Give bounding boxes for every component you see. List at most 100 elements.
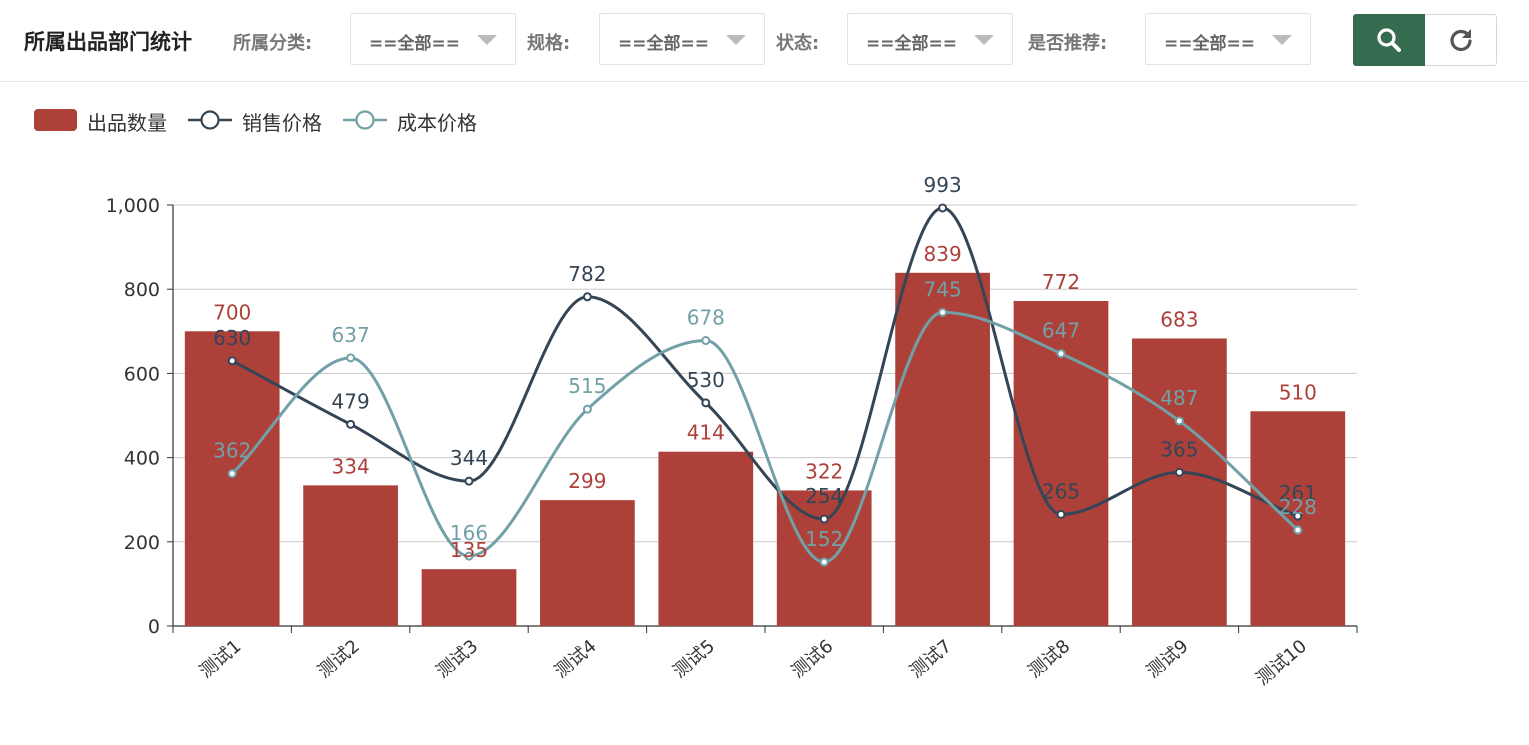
line-data-label: 344	[450, 446, 488, 470]
x-tick-label: 测试3	[432, 636, 482, 683]
legend-item-quantity[interactable]: 出品数量	[33, 104, 183, 135]
bar-data-label: 322	[805, 459, 843, 483]
line-data-label: 515	[568, 374, 606, 398]
bar-data-label: 414	[687, 421, 725, 445]
x-tick-label: 测试2	[314, 636, 364, 683]
filter-toolbar: 所属出品部门统计 所属分类: ==全部== 规格: ==全部== 状态: ==全…	[0, 0, 1529, 82]
spec-select-value: ==全部==	[618, 34, 709, 54]
recommend-select-value: ==全部==	[1164, 34, 1255, 54]
bar	[184, 331, 280, 626]
data-point	[1293, 511, 1303, 521]
chevron-down-icon	[726, 35, 746, 45]
category-select[interactable]: ==全部==	[350, 13, 516, 65]
line-data-label: 678	[687, 306, 725, 330]
x-tick-label: 测试1	[196, 636, 246, 683]
y-tick-label: 1,000	[106, 195, 160, 217]
status-filter-label: 状态:	[776, 33, 820, 54]
bar	[303, 485, 398, 626]
bar-data-label: 510	[1279, 380, 1317, 404]
bar-data-label: 299	[568, 469, 606, 493]
bar-data-label: 772	[1042, 270, 1080, 294]
data-point	[227, 356, 237, 366]
bar	[421, 569, 517, 626]
bar	[895, 272, 990, 626]
line-series	[231, 310, 1299, 564]
x-tick-label: 测试9	[1143, 636, 1193, 683]
data-point	[701, 398, 711, 408]
y-tick-label: 0	[148, 616, 160, 638]
line-data-label: 365	[1160, 437, 1198, 461]
data-point	[346, 353, 356, 363]
bar	[1132, 338, 1227, 626]
line-data-label: 479	[332, 389, 370, 413]
page-title: 所属出品部门统计	[24, 30, 192, 54]
x-tick-label: 测试5	[669, 636, 719, 683]
y-tick-label: 200	[124, 532, 160, 554]
status-select[interactable]: ==全部==	[847, 13, 1013, 65]
data-point	[701, 336, 711, 346]
x-tick-label: 测试8	[1024, 636, 1074, 683]
data-point	[819, 514, 829, 524]
x-tick-label: 测试4	[551, 636, 601, 683]
x-tick-label: 测试6	[788, 636, 838, 683]
data-point	[1293, 525, 1303, 535]
legend-item-cost-price[interactable]: 成本价格	[343, 104, 493, 135]
chevron-down-icon	[1272, 35, 1292, 45]
bar	[540, 500, 635, 626]
category-filter-label: 所属分类:	[233, 33, 313, 54]
refresh-button[interactable]	[1425, 14, 1497, 66]
legend-item-sale-price[interactable]: 销售价格	[188, 104, 338, 135]
bar-swatch-icon	[34, 109, 77, 131]
data-point	[938, 203, 948, 213]
data-point	[1174, 467, 1184, 477]
line-data-label: 530	[687, 368, 725, 392]
data-point	[1056, 349, 1066, 359]
chevron-down-icon	[974, 35, 994, 45]
x-tick-label: 测试7	[906, 636, 956, 683]
line-data-label: 487	[1160, 386, 1198, 410]
bar-data-label: 135	[450, 538, 488, 562]
line-data-label: 261	[1279, 481, 1317, 505]
line-data-label: 647	[1042, 319, 1080, 343]
bar-data-label: 839	[924, 242, 962, 266]
line-data-label: 265	[1042, 479, 1080, 503]
recommend-select[interactable]: ==全部==	[1145, 13, 1311, 65]
data-point	[1174, 416, 1184, 426]
chevron-down-icon	[477, 35, 497, 45]
search-button[interactable]	[1353, 14, 1425, 66]
line-data-label: 254	[805, 484, 843, 508]
spec-select[interactable]: ==全部==	[599, 13, 765, 65]
data-point	[938, 307, 948, 317]
bar	[658, 451, 754, 626]
line-data-label: 228	[1279, 495, 1317, 519]
y-tick-label: 400	[124, 448, 160, 470]
refresh-icon	[1449, 29, 1472, 52]
line-data-label: 745	[924, 277, 962, 301]
data-point	[819, 557, 829, 567]
line-swatch-icon	[343, 110, 387, 130]
recommend-filter-label: 是否推荐:	[1028, 33, 1108, 54]
line-data-label: 362	[213, 439, 251, 463]
y-tick-label: 800	[124, 279, 160, 301]
x-tick-label: 测试10	[1252, 636, 1311, 690]
line-data-label: 782	[568, 262, 606, 286]
spec-filter-label: 规格:	[527, 33, 571, 54]
data-point	[227, 469, 237, 479]
data-point	[346, 419, 356, 429]
y-tick-label: 600	[124, 363, 160, 385]
data-point	[582, 292, 592, 302]
line-series	[231, 206, 1299, 521]
data-point	[464, 551, 474, 561]
line-data-label: 152	[805, 527, 843, 551]
line-data-label: 630	[213, 326, 251, 350]
category-select-value: ==全部==	[369, 34, 460, 54]
line-swatch-icon	[188, 110, 232, 130]
legend-label-cost-price: 成本价格	[397, 111, 477, 135]
line-data-label: 637	[332, 323, 370, 347]
data-point	[464, 476, 474, 486]
status-select-value: ==全部==	[866, 34, 957, 54]
bar-data-label: 700	[213, 300, 251, 324]
search-icon	[1377, 28, 1401, 52]
data-point	[1056, 509, 1066, 519]
